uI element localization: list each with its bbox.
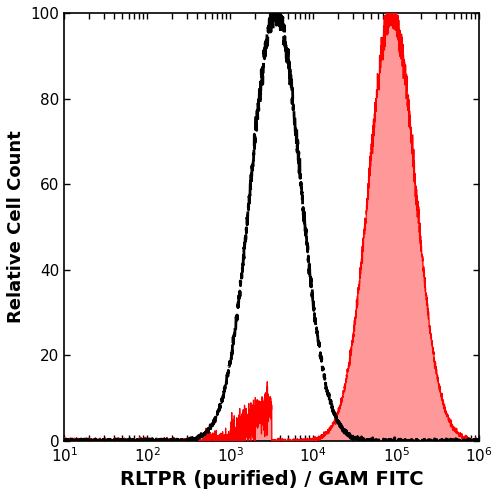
Y-axis label: Relative Cell Count: Relative Cell Count [7,130,25,323]
X-axis label: RLTPR (purified) / GAM FITC: RLTPR (purified) / GAM FITC [120,470,424,489]
